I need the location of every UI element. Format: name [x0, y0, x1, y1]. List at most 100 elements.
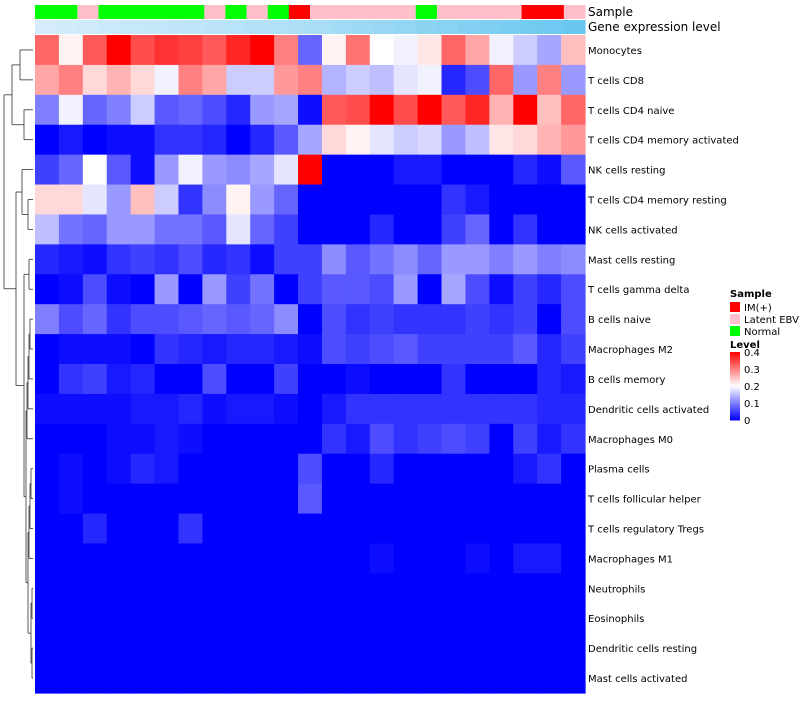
expression-annotation-cell	[500, 20, 523, 34]
heatmap-cell	[561, 334, 586, 365]
heatmap-cell	[250, 274, 275, 305]
heatmap-cell	[35, 154, 60, 186]
heatmap-cell	[250, 64, 275, 96]
heatmap-cell	[321, 573, 347, 604]
heatmap-cell	[561, 94, 586, 126]
heatmap-cell	[58, 214, 84, 245]
heatmap-cell	[417, 573, 443, 604]
heatmap-cell	[345, 453, 371, 485]
expression-annotation-cell	[352, 20, 375, 34]
heatmap-cell	[345, 364, 371, 395]
heatmap-cell	[154, 64, 180, 96]
heatmap-cell	[345, 633, 371, 664]
heatmap-cell	[82, 124, 108, 156]
heatmap-cell	[226, 124, 251, 156]
level-legend-gradient-step	[730, 372, 740, 375]
heatmap-cell	[441, 304, 467, 335]
sample-annotation-cell	[415, 5, 438, 19]
heatmap-cell	[298, 274, 323, 305]
heatmap-cell	[35, 513, 60, 545]
heatmap-cell	[321, 453, 347, 485]
heatmap-cell	[130, 124, 156, 156]
heatmap-cell	[178, 364, 203, 395]
sample-legend-swatch	[730, 302, 740, 312]
heatmap-cell	[35, 64, 60, 96]
heatmap-cell	[441, 154, 467, 186]
heatmap-cell	[58, 543, 84, 574]
heatmap-cell	[298, 483, 323, 515]
heatmap-cell	[561, 513, 586, 545]
expression-annotation-cell	[183, 20, 205, 34]
heatmap-cell	[513, 64, 538, 96]
heatmap-cell	[561, 244, 586, 275]
expression-annotation-cell	[436, 20, 459, 34]
heatmap-cell	[369, 573, 395, 604]
heatmap-cell	[441, 543, 467, 574]
row-label: T cells follicular helper	[587, 495, 702, 506]
heatmap-cell	[130, 35, 156, 66]
heatmap-cell	[226, 274, 251, 305]
expression-annotation-cell	[140, 20, 163, 34]
heatmap-cell	[369, 603, 395, 634]
heatmap-cell	[465, 334, 490, 365]
heatmap-cell	[178, 304, 203, 335]
heatmap-cell	[274, 483, 299, 515]
heatmap-cell	[369, 543, 395, 574]
heatmap-cell	[154, 35, 180, 66]
heatmap-cell	[345, 393, 371, 425]
level-legend-tick: 0	[744, 416, 750, 427]
heatmap-cell	[345, 94, 371, 126]
heatmap-cell	[106, 663, 132, 694]
heatmap-cell	[226, 364, 251, 395]
level-legend-gradient-step	[730, 352, 740, 355]
heatmap-cell	[58, 304, 84, 335]
heatmap-cell	[321, 154, 347, 186]
heatmap-cell	[250, 633, 275, 664]
heatmap-cell	[154, 184, 180, 216]
heatmap-cell	[274, 663, 299, 694]
heatmap-cells	[35, 35, 586, 694]
heatmap-cell	[274, 573, 299, 604]
heatmap-cell	[321, 393, 347, 425]
heatmap-cell	[417, 274, 443, 305]
level-legend-gradient-step	[730, 367, 740, 370]
row-dendrogram	[3, 49, 33, 679]
heatmap-cell	[130, 393, 156, 425]
heatmap-cell	[417, 334, 443, 365]
heatmap-cell	[58, 453, 84, 485]
heatmap-cell	[106, 603, 132, 634]
heatmap-cell	[537, 214, 562, 245]
heatmap-cell	[154, 393, 180, 425]
heatmap-cell	[441, 513, 467, 545]
sample-annotation-cell	[542, 5, 565, 19]
heatmap-cell	[250, 334, 275, 365]
heatmap-cell	[106, 214, 132, 245]
heatmap-cell	[537, 393, 562, 425]
heatmap-cell	[154, 573, 180, 604]
heatmap-cell	[417, 663, 443, 694]
heatmap-cell	[393, 124, 419, 156]
heatmap-cell	[513, 663, 538, 694]
heatmap-cell	[393, 334, 419, 365]
heatmap-cell	[417, 633, 443, 664]
level-legend-gradient-step	[730, 404, 740, 407]
sample-annotation-cell	[331, 5, 353, 19]
heatmap-cell	[417, 513, 443, 545]
heatmap-cell	[537, 94, 562, 126]
heatmap-cell	[513, 184, 538, 216]
expression-annotation-cell	[204, 20, 226, 34]
heatmap-cell	[58, 573, 84, 604]
expression-annotation-cell	[225, 20, 248, 34]
heatmap-cell	[202, 94, 227, 126]
heatmap-cell	[321, 543, 347, 574]
heatmap-cell	[321, 513, 347, 545]
heatmap-cell	[513, 633, 538, 664]
heatmap-cell	[82, 364, 108, 395]
heatmap-cell	[226, 304, 251, 335]
heatmap-cell	[250, 304, 275, 335]
heatmap-cell	[298, 663, 323, 694]
heatmap-cell	[58, 423, 84, 455]
row-label: Macrophages M0	[588, 435, 673, 446]
expression-annotation-cell	[35, 20, 57, 34]
